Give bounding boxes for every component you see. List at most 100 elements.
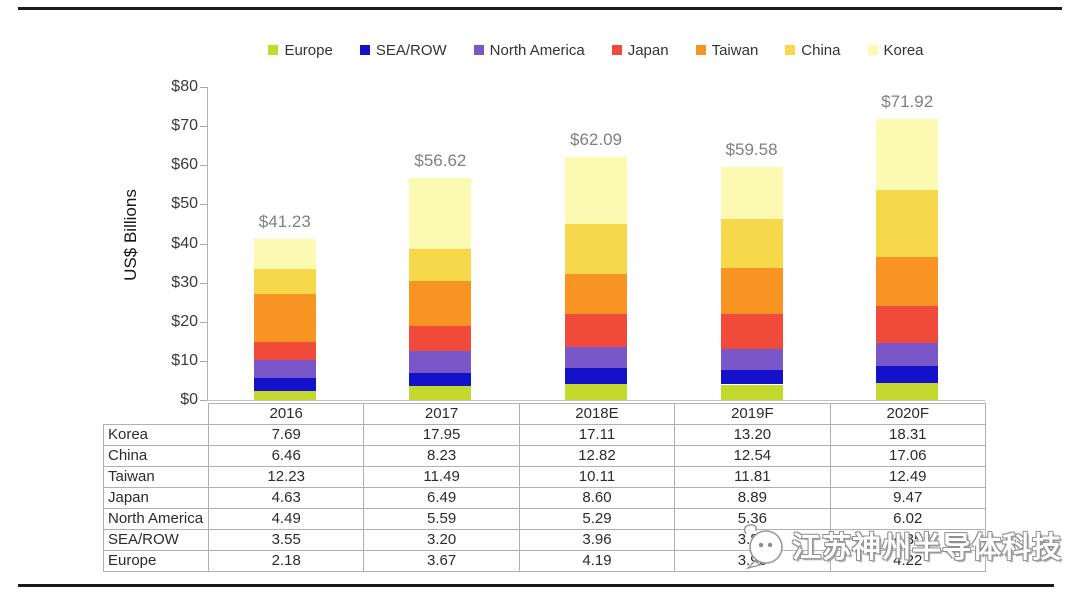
bar-segment-china-2018e (565, 224, 627, 275)
legend-swatch-japan (611, 45, 622, 55)
y-tick-label-80: $80 (171, 78, 198, 95)
legend-item-sea-row: SEA/ROW (359, 41, 447, 59)
table-cell-europe-2018e: 4.19 (518, 550, 676, 572)
legend-swatch-sea-row (359, 45, 370, 55)
table-row-japan: Japan 4.63 6.49 8.60 8.89 9.47 (103, 487, 986, 509)
table-cell-china-2017: 8.23 (363, 445, 520, 467)
legend-label-japan: Japan (627, 41, 669, 59)
y-tick-mark-30 (200, 282, 207, 284)
watermark-text: 江苏神州半导体科技 (792, 532, 1063, 564)
bar-segment-sea-row-2017 (409, 373, 472, 386)
y-tick-label-50: $50 (171, 195, 198, 213)
y-tick-mark-70 (200, 126, 207, 128)
bar-segment-europe-2016 (253, 391, 316, 400)
table-cell-china-2019f: 12.54 (674, 445, 831, 467)
bar-segment-korea-2018e (565, 157, 627, 225)
table-cell-taiwan-2017: 11.49 (363, 466, 520, 488)
y-tick-label-30: $30 (171, 273, 198, 291)
table-row-taiwan: Taiwan 12.23 11.49 10.11 11.81 12.49 (103, 466, 986, 488)
table-cell-china-2020f: 17.06 (829, 445, 986, 467)
legend-swatch-korea (867, 45, 878, 55)
table-header-2017: 2017 (363, 403, 520, 425)
bar-segment-europe-2017 (409, 385, 472, 400)
table-cell-korea-2017: 17.95 (363, 424, 520, 446)
legend-swatch-china (785, 45, 796, 55)
chart-legend: Europe SEA/ROW North America Japan Taiwan Chi… (207, 40, 985, 60)
bar-segment-china-2016 (253, 268, 316, 295)
legend-label-europe: Europe (284, 41, 333, 59)
bar-segment-taiwan-2016 (253, 294, 316, 342)
y-tick-mark-20 (200, 321, 207, 323)
table-cell-korea-2018e: 17.11 (518, 424, 676, 446)
bar-segment-sea-row-2019f (720, 369, 783, 385)
legend-swatch-europe (268, 45, 279, 55)
table-row-label-japan: Japan (103, 487, 209, 509)
bar-segment-europe-2020f (876, 383, 939, 400)
table-cell-north-america-2018e: 5.29 (518, 508, 676, 530)
bar-segment-japan-2018e (565, 313, 627, 348)
table-cell-north-america-2017: 5.59 (363, 508, 520, 530)
table-cell-korea-2020f: 18.31 (829, 424, 986, 446)
legend-label-sea-row: SEA/ROW (375, 41, 447, 59)
y-tick-mark-60 (200, 165, 207, 167)
table-cell-europe-2016: 2.18 (207, 550, 365, 572)
bar-segment-japan-2016 (253, 341, 316, 360)
legend-item-japan: Japan (611, 41, 669, 59)
y-axis-line (207, 87, 208, 401)
legend-label-korea: Korea (883, 41, 924, 59)
bar-segment-north-america-2019f (720, 348, 783, 370)
table-cell-japan-2017: 6.49 (363, 487, 520, 509)
table-cell-japan-2020f: 9.47 (829, 487, 986, 509)
bar-segment-north-america-2017 (409, 351, 472, 374)
bar-segment-taiwan-2018e (565, 274, 627, 314)
table-row-label-taiwan: Taiwan (103, 466, 209, 488)
bar-segment-china-2020f (876, 190, 939, 257)
table-row-label-europe: Europe (103, 550, 209, 572)
legend-item-north-america: North America (473, 42, 585, 59)
total-label-2016: $41.23 (258, 211, 311, 231)
table-cell-taiwan-2019f: 11.81 (674, 466, 831, 488)
bar-segment-north-america-2020f (876, 342, 939, 367)
table-cell-sea-row-2017: 3.20 (363, 529, 520, 551)
bar-segment-japan-2020f (876, 305, 939, 343)
table-header-2019f: 2019F (674, 403, 831, 425)
table-cell-taiwan-2016: 12.23 (207, 466, 365, 488)
table-cell-china-2018e: 12.82 (518, 445, 676, 467)
table-row-label-china: China (103, 445, 209, 467)
bar-segment-sea-row-2016 (253, 377, 316, 392)
table-row-europe: Europe 2.18 3.67 4.19 3.96 4.22 (103, 550, 986, 572)
table-cell-north-america-2019f: 5.36 (674, 508, 831, 530)
table-row-label-north-america: North America (103, 508, 209, 530)
bar-segment-japan-2019f (720, 313, 783, 349)
table-cell-taiwan-2020f: 12.49 (829, 466, 986, 488)
legend-label-china: China (801, 41, 841, 59)
table-cell-sea-row-2018e: 3.96 (518, 529, 676, 551)
table-header-2018e: 2018E (518, 403, 676, 425)
bar-segment-sea-row-2020f (876, 366, 939, 384)
bar-segment-taiwan-2020f (876, 256, 939, 306)
bar-segment-europe-2018e (565, 383, 627, 400)
y-tick-label-0: $0 (180, 391, 198, 408)
legend-item-europe: Europe (268, 41, 333, 59)
table-header-2016: 2016 (207, 403, 365, 425)
bar-segment-sea-row-2018e (565, 368, 627, 384)
bar-segment-korea-2016 (253, 238, 316, 269)
y-tick-mark-10 (200, 360, 207, 362)
table-header-row: 2016 2017 2018E 2019F 2020F (104, 403, 986, 425)
total-label-2020f: $71.92 (881, 91, 934, 111)
table-cell-taiwan-2018e: 10.11 (518, 466, 676, 488)
legend-swatch-taiwan (695, 45, 706, 55)
top-divider (18, 7, 1062, 10)
y-tick-label-70: $70 (171, 117, 198, 135)
y-tick-mark-80 (200, 87, 207, 88)
bar-segment-japan-2017 (409, 325, 472, 352)
y-tick-mark-40 (200, 243, 207, 245)
bar-segment-taiwan-2017 (409, 280, 472, 326)
table-row-north-america: North America 4.49 5.59 5.29 5.36 6.02 (103, 508, 986, 530)
table-cell-japan-2018e: 8.60 (518, 487, 676, 509)
total-label-2019f: $59.58 (725, 139, 778, 159)
table-cell-korea-2016: 7.69 (207, 424, 365, 446)
table-row-china: China 6.46 8.23 12.82 12.54 17.06 (103, 445, 986, 467)
table-cell-japan-2016: 4.63 (207, 487, 365, 509)
bar-segment-china-2017 (409, 248, 472, 281)
